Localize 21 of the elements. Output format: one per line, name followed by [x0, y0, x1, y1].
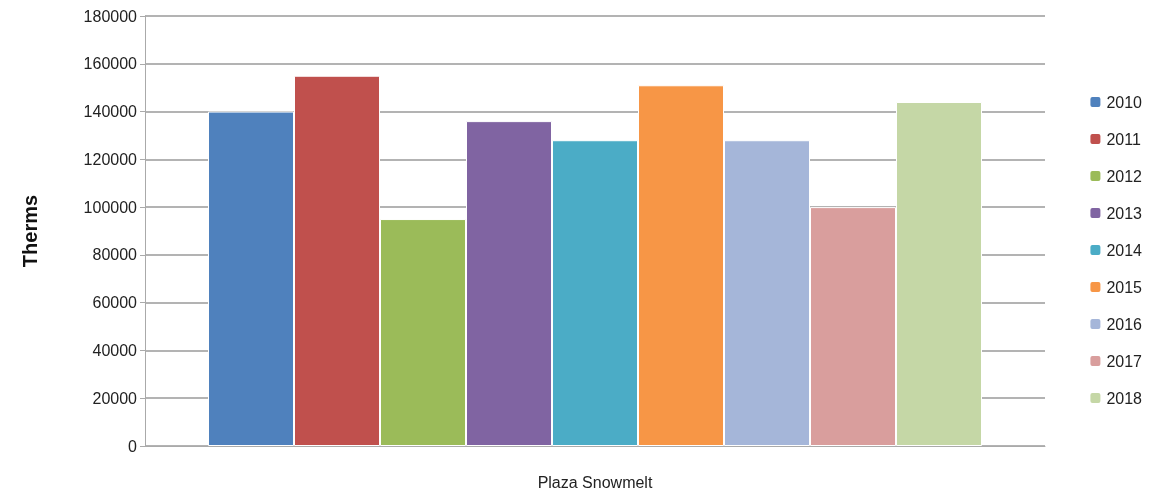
y-axis-title: Therms [19, 194, 41, 268]
legend-label: 2012 [1106, 167, 1143, 185]
legend-label: 2018 [1106, 389, 1143, 407]
legend-label: 2011 [1106, 130, 1141, 148]
y-tick-label: 0 [128, 437, 138, 455]
x-tick-label: Plaza Snowmelt [537, 473, 653, 491]
legend-label: 2010 [1106, 93, 1143, 111]
y-tick-label: 20000 [92, 389, 138, 407]
y-tick-label: 180000 [83, 7, 138, 25]
legend-label: 2014 [1106, 241, 1143, 259]
y-tick-label: 100000 [83, 198, 138, 216]
legend-label: 2013 [1106, 204, 1143, 222]
y-tick-label: 120000 [83, 150, 138, 168]
legend-label: 2016 [1106, 315, 1143, 333]
legend-label: 2017 [1106, 352, 1143, 370]
y-tick-label: 140000 [83, 103, 138, 121]
y-tick-label: 80000 [92, 246, 138, 264]
legend-label: 2015 [1106, 278, 1143, 296]
y-tick-label: 160000 [83, 55, 138, 73]
y-tick-label: 40000 [92, 341, 138, 359]
y-tick-label: 60000 [92, 294, 138, 312]
